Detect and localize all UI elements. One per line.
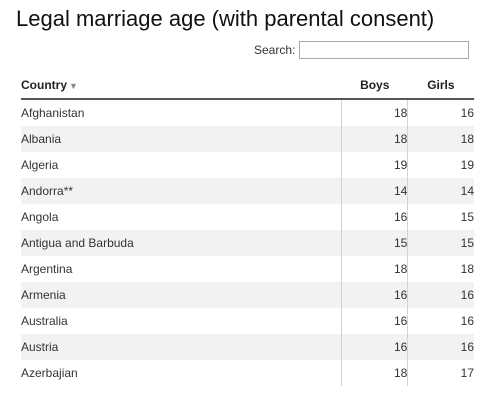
- girls-age-cell: 16: [407, 282, 474, 308]
- boys-age-cell: 15: [341, 230, 408, 256]
- boys-age-cell: 16: [341, 282, 408, 308]
- boys-age-cell: 18: [341, 256, 408, 282]
- girls-age-cell: 17: [407, 360, 474, 386]
- column-header-country-label: Country: [21, 78, 67, 92]
- table-row: Austria 16 16: [21, 334, 474, 360]
- page-title: Legal marriage age (with parental consen…: [16, 6, 435, 31]
- boys-age-cell: 14: [341, 178, 408, 204]
- country-cell: Albania: [21, 126, 342, 152]
- country-cell: Andorra**: [21, 178, 342, 204]
- country-cell: Angola: [21, 204, 342, 230]
- marriage-age-table: Country ▼ Boys Girls Afghanistan 18 16 Alban…: [21, 72, 474, 386]
- boys-age-cell: 16: [341, 308, 408, 334]
- boys-age-cell: 18: [341, 99, 408, 126]
- girls-age-cell: 18: [407, 126, 474, 152]
- boys-age-cell: 16: [341, 204, 408, 230]
- table-row: Australia 16 16: [21, 308, 474, 334]
- table-row: Afghanistan 18 16: [21, 99, 474, 126]
- table-row: Angola 16 15: [21, 204, 474, 230]
- country-cell: Argentina: [21, 256, 342, 282]
- girls-age-cell: 18: [407, 256, 474, 282]
- girls-age-cell: 15: [407, 230, 474, 256]
- country-cell: Algeria: [21, 152, 342, 178]
- country-cell: Antigua and Barbuda: [21, 230, 342, 256]
- country-cell: Austria: [21, 334, 342, 360]
- table-row: Azerbajian 18 17: [21, 360, 474, 386]
- country-cell: Australia: [21, 308, 342, 334]
- girls-age-cell: 14: [407, 178, 474, 204]
- search-label: Search:: [254, 43, 296, 57]
- search-input[interactable]: [299, 41, 470, 59]
- country-cell: Armenia: [21, 282, 342, 308]
- girls-age-cell: 16: [407, 99, 474, 126]
- table-row: Andorra** 14 14: [21, 178, 474, 204]
- boys-age-cell: 16: [341, 334, 408, 360]
- search-bar: Search:: [254, 41, 470, 59]
- table-row: Argentina 18 18: [21, 256, 474, 282]
- sort-desc-icon: ▼: [69, 81, 78, 91]
- girls-age-cell: 19: [407, 152, 474, 178]
- table-body: Afghanistan 18 16 Albania 18 18 Algeria 19 19 And…: [21, 99, 474, 386]
- country-cell: Afghanistan: [21, 99, 342, 126]
- column-header-boys[interactable]: Boys: [341, 72, 408, 100]
- girls-age-cell: 16: [407, 334, 474, 360]
- boys-age-cell: 18: [341, 360, 408, 386]
- table-row: Armenia 16 16: [21, 282, 474, 308]
- table-row: Albania 18 18: [21, 126, 474, 152]
- boys-age-cell: 18: [341, 126, 408, 152]
- column-header-girls[interactable]: Girls: [407, 72, 474, 100]
- girls-age-cell: 15: [407, 204, 474, 230]
- column-header-country[interactable]: Country ▼: [21, 72, 342, 100]
- table-row: Antigua and Barbuda 15 15: [21, 230, 474, 256]
- country-cell: Azerbajian: [21, 360, 342, 386]
- boys-age-cell: 19: [341, 152, 408, 178]
- girls-age-cell: 16: [407, 308, 474, 334]
- table-row: Algeria 19 19: [21, 152, 474, 178]
- table-header-row: Country ▼ Boys Girls: [21, 72, 474, 100]
